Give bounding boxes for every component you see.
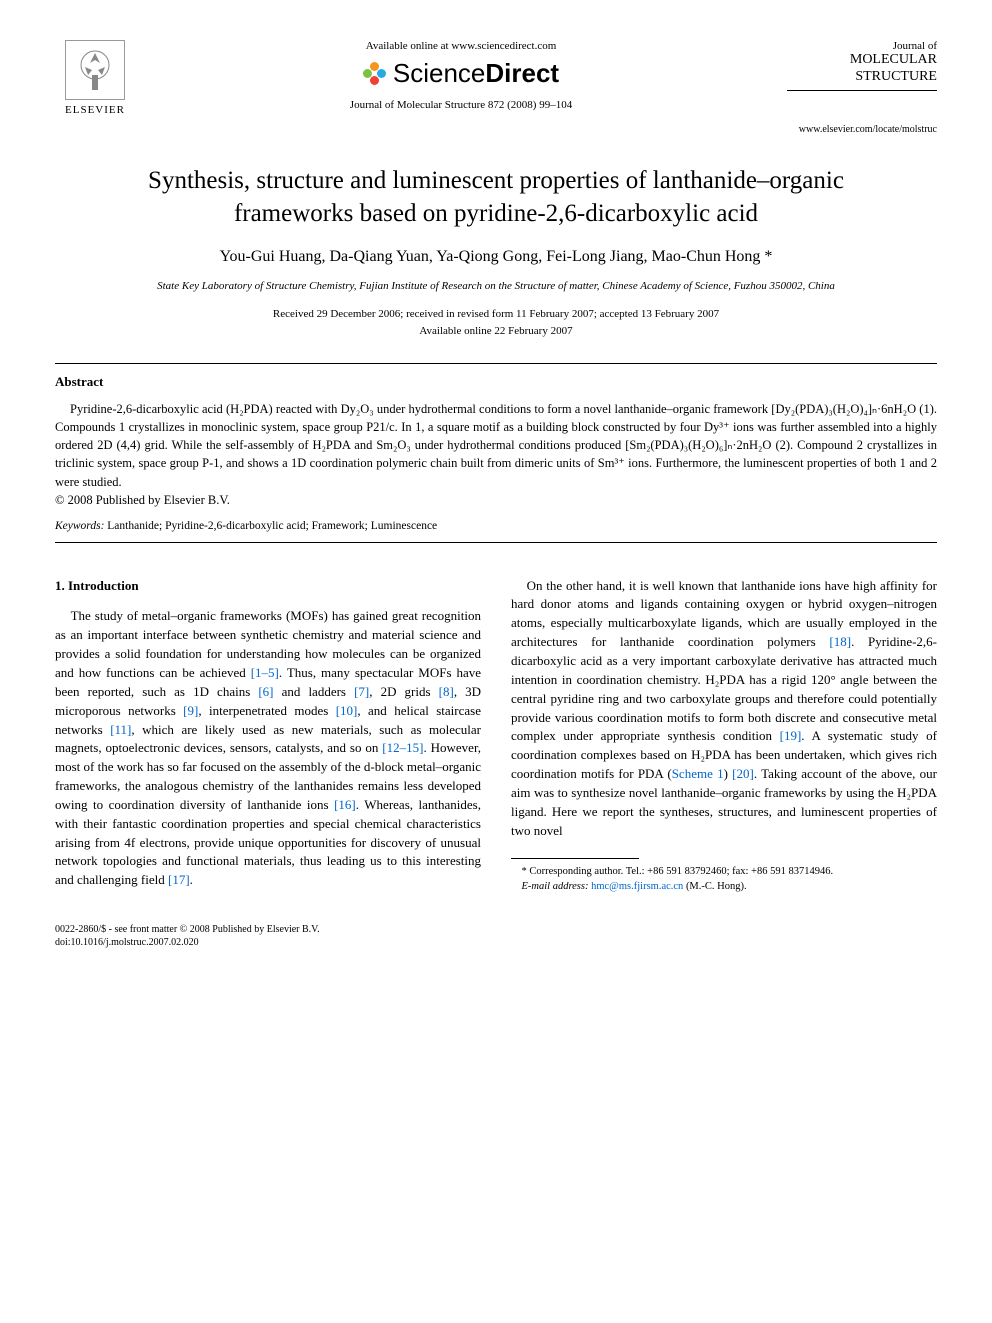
text: , 2D grids [369, 684, 438, 699]
text: . Pyridine-2,6-dicarboxylic acid as a ve… [511, 634, 937, 743]
locate-url[interactable]: www.elsevier.com/locate/molstruc [55, 124, 937, 135]
abstract-top-rule [55, 363, 937, 364]
email-label: E-mail address: [522, 881, 589, 892]
ref-link[interactable]: [7] [354, 684, 369, 699]
sd-bold: Direct [485, 58, 559, 88]
abstract-label: Abstract [55, 374, 937, 390]
keywords-label: Keywords: [55, 520, 104, 532]
center-header: Available online at www.sciencedirect.co… [135, 40, 787, 111]
elsevier-tree-icon [65, 40, 125, 100]
issn-line: 0022-2860/$ - see front matter © 2008 Pu… [55, 923, 937, 936]
ref-link[interactable]: [10] [336, 703, 358, 718]
intro-para-2: On the other hand, it is well known that… [511, 577, 937, 841]
text: and ladders [274, 684, 355, 699]
authors: You-Gui Huang, Da-Qiang Yuan, Ya-Qiong G… [55, 248, 937, 266]
dates-online: Available online 22 February 2007 [55, 323, 937, 340]
keywords: Keywords: Lanthanide; Pyridine-2,6-dicar… [55, 520, 937, 532]
ref-link[interactable]: [20] [732, 766, 754, 781]
sciencedirect-logo: ScienceDirect [135, 58, 787, 89]
elsevier-label: ELSEVIER [65, 104, 125, 116]
journal-title: MOLECULAR STRUCTURE [787, 52, 937, 86]
elsevier-logo: ELSEVIER [55, 40, 135, 116]
sd-light: Science [393, 58, 486, 88]
scheme-link[interactable]: Scheme 1 [672, 766, 724, 781]
email-link[interactable]: hmc@ms.fjirsm.ac.cn [588, 881, 685, 892]
ref-link[interactable]: [18] [829, 634, 851, 649]
available-online-text: Available online at www.sciencedirect.co… [135, 40, 787, 52]
ref-link[interactable]: [1–5] [251, 665, 279, 680]
journal-box: Journal of MOLECULAR STRUCTURE [787, 40, 937, 91]
email-name: (M.-C. Hong). [686, 881, 747, 892]
ref-link[interactable]: [19] [780, 728, 802, 743]
intro-heading: 1. Introduction [55, 577, 481, 596]
ref-link[interactable]: [6] [258, 684, 273, 699]
header: ELSEVIER Available online at www.science… [55, 40, 937, 116]
journal-reference: Journal of Molecular Structure 872 (2008… [135, 99, 787, 111]
corresponding-author: * Corresponding author. Tel.: +86 591 83… [511, 865, 937, 880]
body-columns: 1. Introduction The study of metal–organ… [55, 577, 937, 895]
journal-small-label: Journal of [787, 40, 937, 52]
article-dates: Received 29 December 2006; received in r… [55, 306, 937, 339]
text: ) [724, 766, 733, 781]
abstract-text: Pyridine-2,6-dicarboxylic acid (H₂PDA) r… [55, 400, 937, 491]
text: , interpenetrated modes [198, 703, 335, 718]
keywords-text: Lanthanide; Pyridine-2,6-dicarboxylic ac… [104, 520, 437, 532]
affiliation: State Key Laboratory of Structure Chemis… [55, 280, 937, 292]
ref-link[interactable]: [12–15] [382, 740, 423, 755]
ref-link[interactable]: [8] [439, 684, 454, 699]
text: . [190, 872, 193, 887]
ref-link[interactable]: [11] [110, 722, 131, 737]
email-footnote: E-mail address: hmc@ms.fjirsm.ac.cn (M.-… [511, 880, 937, 895]
dates-received: Received 29 December 2006; received in r… [55, 306, 937, 323]
ref-link[interactable]: [17] [168, 872, 190, 887]
sciencedirect-text: ScienceDirect [393, 58, 559, 89]
sciencedirect-icon [363, 62, 387, 86]
journal-box-rule [787, 90, 937, 91]
doi-line: doi:10.1016/j.molstruc.2007.02.020 [55, 936, 937, 949]
article-title: Synthesis, structure and luminescent pro… [105, 165, 887, 230]
intro-para-1: The study of metal–organic frameworks (M… [55, 607, 481, 890]
footnote-rule [511, 858, 639, 859]
copyright: © 2008 Published by Elsevier B.V. [55, 493, 937, 508]
ref-link[interactable]: [9] [183, 703, 198, 718]
ref-link[interactable]: [16] [334, 797, 356, 812]
footer-info: 0022-2860/$ - see front matter © 2008 Pu… [55, 923, 937, 949]
abstract-bottom-rule [55, 542, 937, 543]
